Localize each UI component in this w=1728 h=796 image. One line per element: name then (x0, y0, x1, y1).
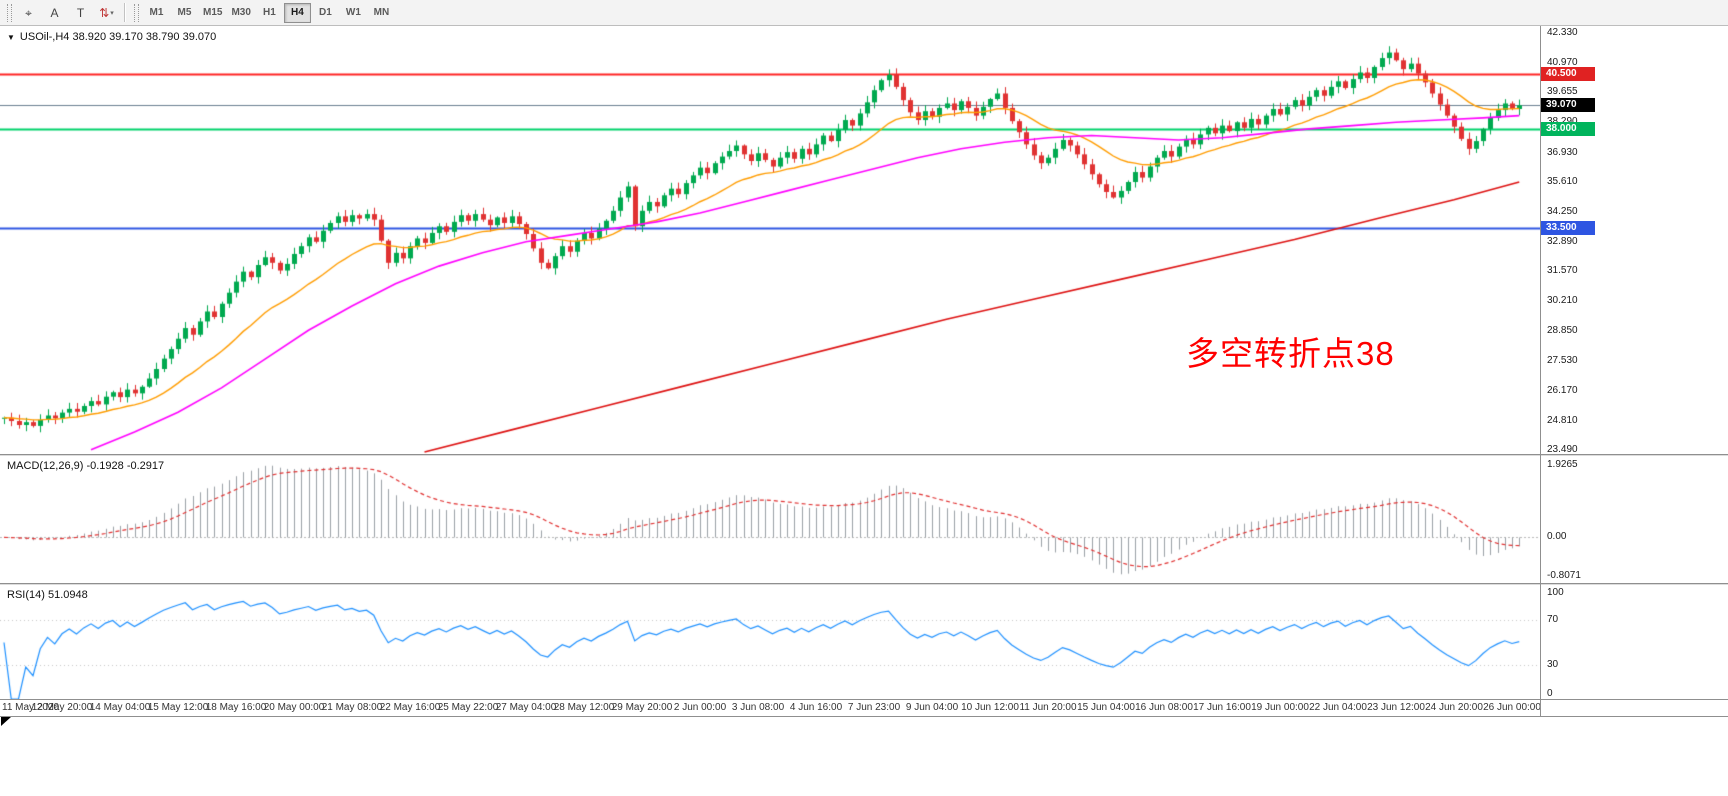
time-axis-label: 20 May 00:00 (263, 702, 325, 713)
price-axis-label: 28.850 (1547, 325, 1578, 336)
support-green-line-badge: 38.000 (1541, 122, 1595, 136)
text-tool-icon: A (50, 5, 59, 20)
panel-splitter[interactable] (0, 454, 1728, 457)
timeframe-button-w1[interactable]: W1 (340, 3, 367, 23)
price-axis-label: 23.490 (1547, 444, 1578, 455)
macd-title: MACD(12,26,9) -0.1928 -0.2917 (7, 460, 165, 472)
price-axis-label: 30.210 (1547, 295, 1578, 306)
time-axis-label: 15 May 12:00 (147, 702, 209, 713)
toolbar-grip[interactable] (134, 3, 139, 22)
time-axis-border (0, 699, 1728, 700)
time-axis-label: 23 Jun 12:00 (1367, 702, 1425, 713)
price-axis-label: 36.930 (1547, 147, 1578, 158)
time-axis-label: 28 May 12:00 (553, 702, 615, 713)
timeframe-toolbar: M1 M5 M15 M30 H1 H4 D1 W1 MN (143, 2, 395, 23)
time-axis-label: 3 Jun 08:00 (731, 702, 785, 713)
time-axis-label: 18 May 16:00 (205, 702, 267, 713)
price-axis-label: 24.810 (1547, 415, 1578, 426)
rsi-axis-label: 70 (1547, 614, 1559, 625)
rsi-title: RSI(14) 51.0948 (7, 589, 88, 601)
main-chart-canvas[interactable] (0, 26, 1540, 454)
macd-panel-canvas[interactable] (0, 457, 1540, 583)
scroll-marker-icon (1, 717, 11, 726)
price-axis-label: 35.610 (1547, 176, 1578, 187)
rsi-axis-label: 0 (1547, 688, 1553, 699)
chart-bottom-border (0, 716, 1728, 717)
timeframe-button-d1[interactable]: D1 (312, 3, 339, 23)
time-axis-label: 7 Jun 23:00 (847, 702, 901, 713)
timeframe-button-h1[interactable]: H1 (256, 3, 283, 23)
arrows-tool-button[interactable]: ⇅ ▾ (94, 2, 119, 23)
time-axis-label: 9 Jun 04:00 (905, 702, 959, 713)
macd-axis-label: 0.00 (1547, 531, 1567, 542)
chevron-down-icon: ▾ (110, 9, 114, 17)
timeframe-button-mn[interactable]: MN (368, 3, 395, 23)
macd-axis-label: 1.9265 (1547, 459, 1578, 470)
price-axis-label: 39.655 (1547, 86, 1578, 97)
time-axis-label: 16 Jun 08:00 (1135, 702, 1193, 713)
crosshair-tool-button[interactable]: ⌖ (16, 2, 41, 23)
toolbar-separator (124, 3, 125, 22)
time-axis-label: 24 Jun 20:00 (1425, 702, 1483, 713)
price-axis-label: 40.970 (1547, 57, 1578, 68)
time-axis-label: 22 Jun 04:00 (1309, 702, 1367, 713)
arrows-tool-icon: ⇅ (99, 5, 110, 20)
time-axis-label: 12 May 20:00 (31, 702, 93, 713)
time-axis-label: 11 May 2020 (2, 702, 60, 713)
price-axis-label: 38.290 (1547, 116, 1578, 127)
toolbar-tools: ⌖ A T ⇅ ▾ (16, 2, 119, 23)
toolbar: ⌖ A T ⇅ ▾ M1 M5 M15 M30 H1 H4 D1 W1 MN (0, 0, 1728, 26)
timeframe-button-m15[interactable]: M15 (199, 3, 226, 23)
timeframe-button-h4[interactable]: H4 (283, 2, 311, 23)
time-axis-label: 10 Jun 12:00 (961, 702, 1019, 713)
time-axis-label: 14 May 04:00 (89, 702, 151, 713)
text-label-tool-icon: T (76, 5, 85, 20)
price-axis-label: 34.250 (1547, 206, 1578, 217)
time-axis-label: 21 May 08:00 (321, 702, 383, 713)
toolbar-grip[interactable] (7, 3, 12, 22)
chart-text-annotation[interactable]: 多空转折点38 (1186, 335, 1395, 372)
price-axis-label: 26.170 (1547, 385, 1578, 396)
timeframe-button-m5[interactable]: M5 (171, 3, 198, 23)
time-axis[interactable]: 11 May 2020 12 May 20:00 14 May 04:00 15 Ma… (0, 700, 1541, 716)
timeframe-button-m30[interactable]: M30 (227, 3, 254, 23)
price-axis-label: 27.530 (1547, 355, 1578, 366)
price-axis-border (1540, 26, 1541, 717)
chart-title-text: USOil-,H4 38.920 39.170 38.790 39.070 (19, 31, 217, 43)
chart-title: ▼ USOil-,H4 38.920 39.170 38.790 39.070 (7, 31, 216, 43)
panel-splitter[interactable] (0, 583, 1728, 586)
time-axis-label: 15 Jun 04:00 (1077, 702, 1135, 713)
price-axis-label: 31.570 (1547, 265, 1578, 276)
crosshair-tool-icon: ⌖ (25, 5, 32, 20)
macd-axis-label: -0.8071 (1547, 570, 1581, 581)
time-axis-label: 27 May 04:00 (495, 702, 557, 713)
rsi-axis-label: 100 (1547, 587, 1564, 598)
last-price-line-badge: 39.070 (1541, 98, 1595, 112)
support-blue-line-badge: 33.500 (1541, 221, 1595, 235)
time-axis-label: 22 May 16:00 (379, 702, 441, 713)
rsi-axis-label: 30 (1547, 659, 1559, 670)
time-axis-label: 11 Jun 20:00 (1019, 702, 1077, 713)
time-axis-label: 17 Jun 16:00 (1193, 702, 1251, 713)
time-axis-label: 4 Jun 16:00 (789, 702, 843, 713)
resistance-line-badge: 40.500 (1541, 67, 1595, 81)
chart-context-arrow-icon[interactable]: ▼ (7, 32, 15, 42)
rsi-panel-canvas[interactable] (0, 586, 1540, 699)
price-axis-label: 42.330 (1547, 27, 1578, 38)
text-label-tool-button[interactable]: T (68, 2, 93, 23)
price-axis-label: 32.890 (1547, 236, 1578, 247)
time-axis-label: 2 Jun 00:00 (673, 702, 727, 713)
time-axis-label: 29 May 20:00 (611, 702, 673, 713)
time-axis-label: 19 Jun 00:00 (1251, 702, 1309, 713)
text-tool-button[interactable]: A (42, 2, 67, 23)
time-axis-label: 25 May 22:00 (437, 702, 499, 713)
price-axis[interactable]: 42.330 40.970 39.655 38.290 36.930 35.610 34.2… (1541, 26, 1728, 717)
timeframe-button-m1[interactable]: M1 (143, 3, 170, 23)
time-axis-label: 26 Jun 00:00 (1483, 702, 1541, 713)
